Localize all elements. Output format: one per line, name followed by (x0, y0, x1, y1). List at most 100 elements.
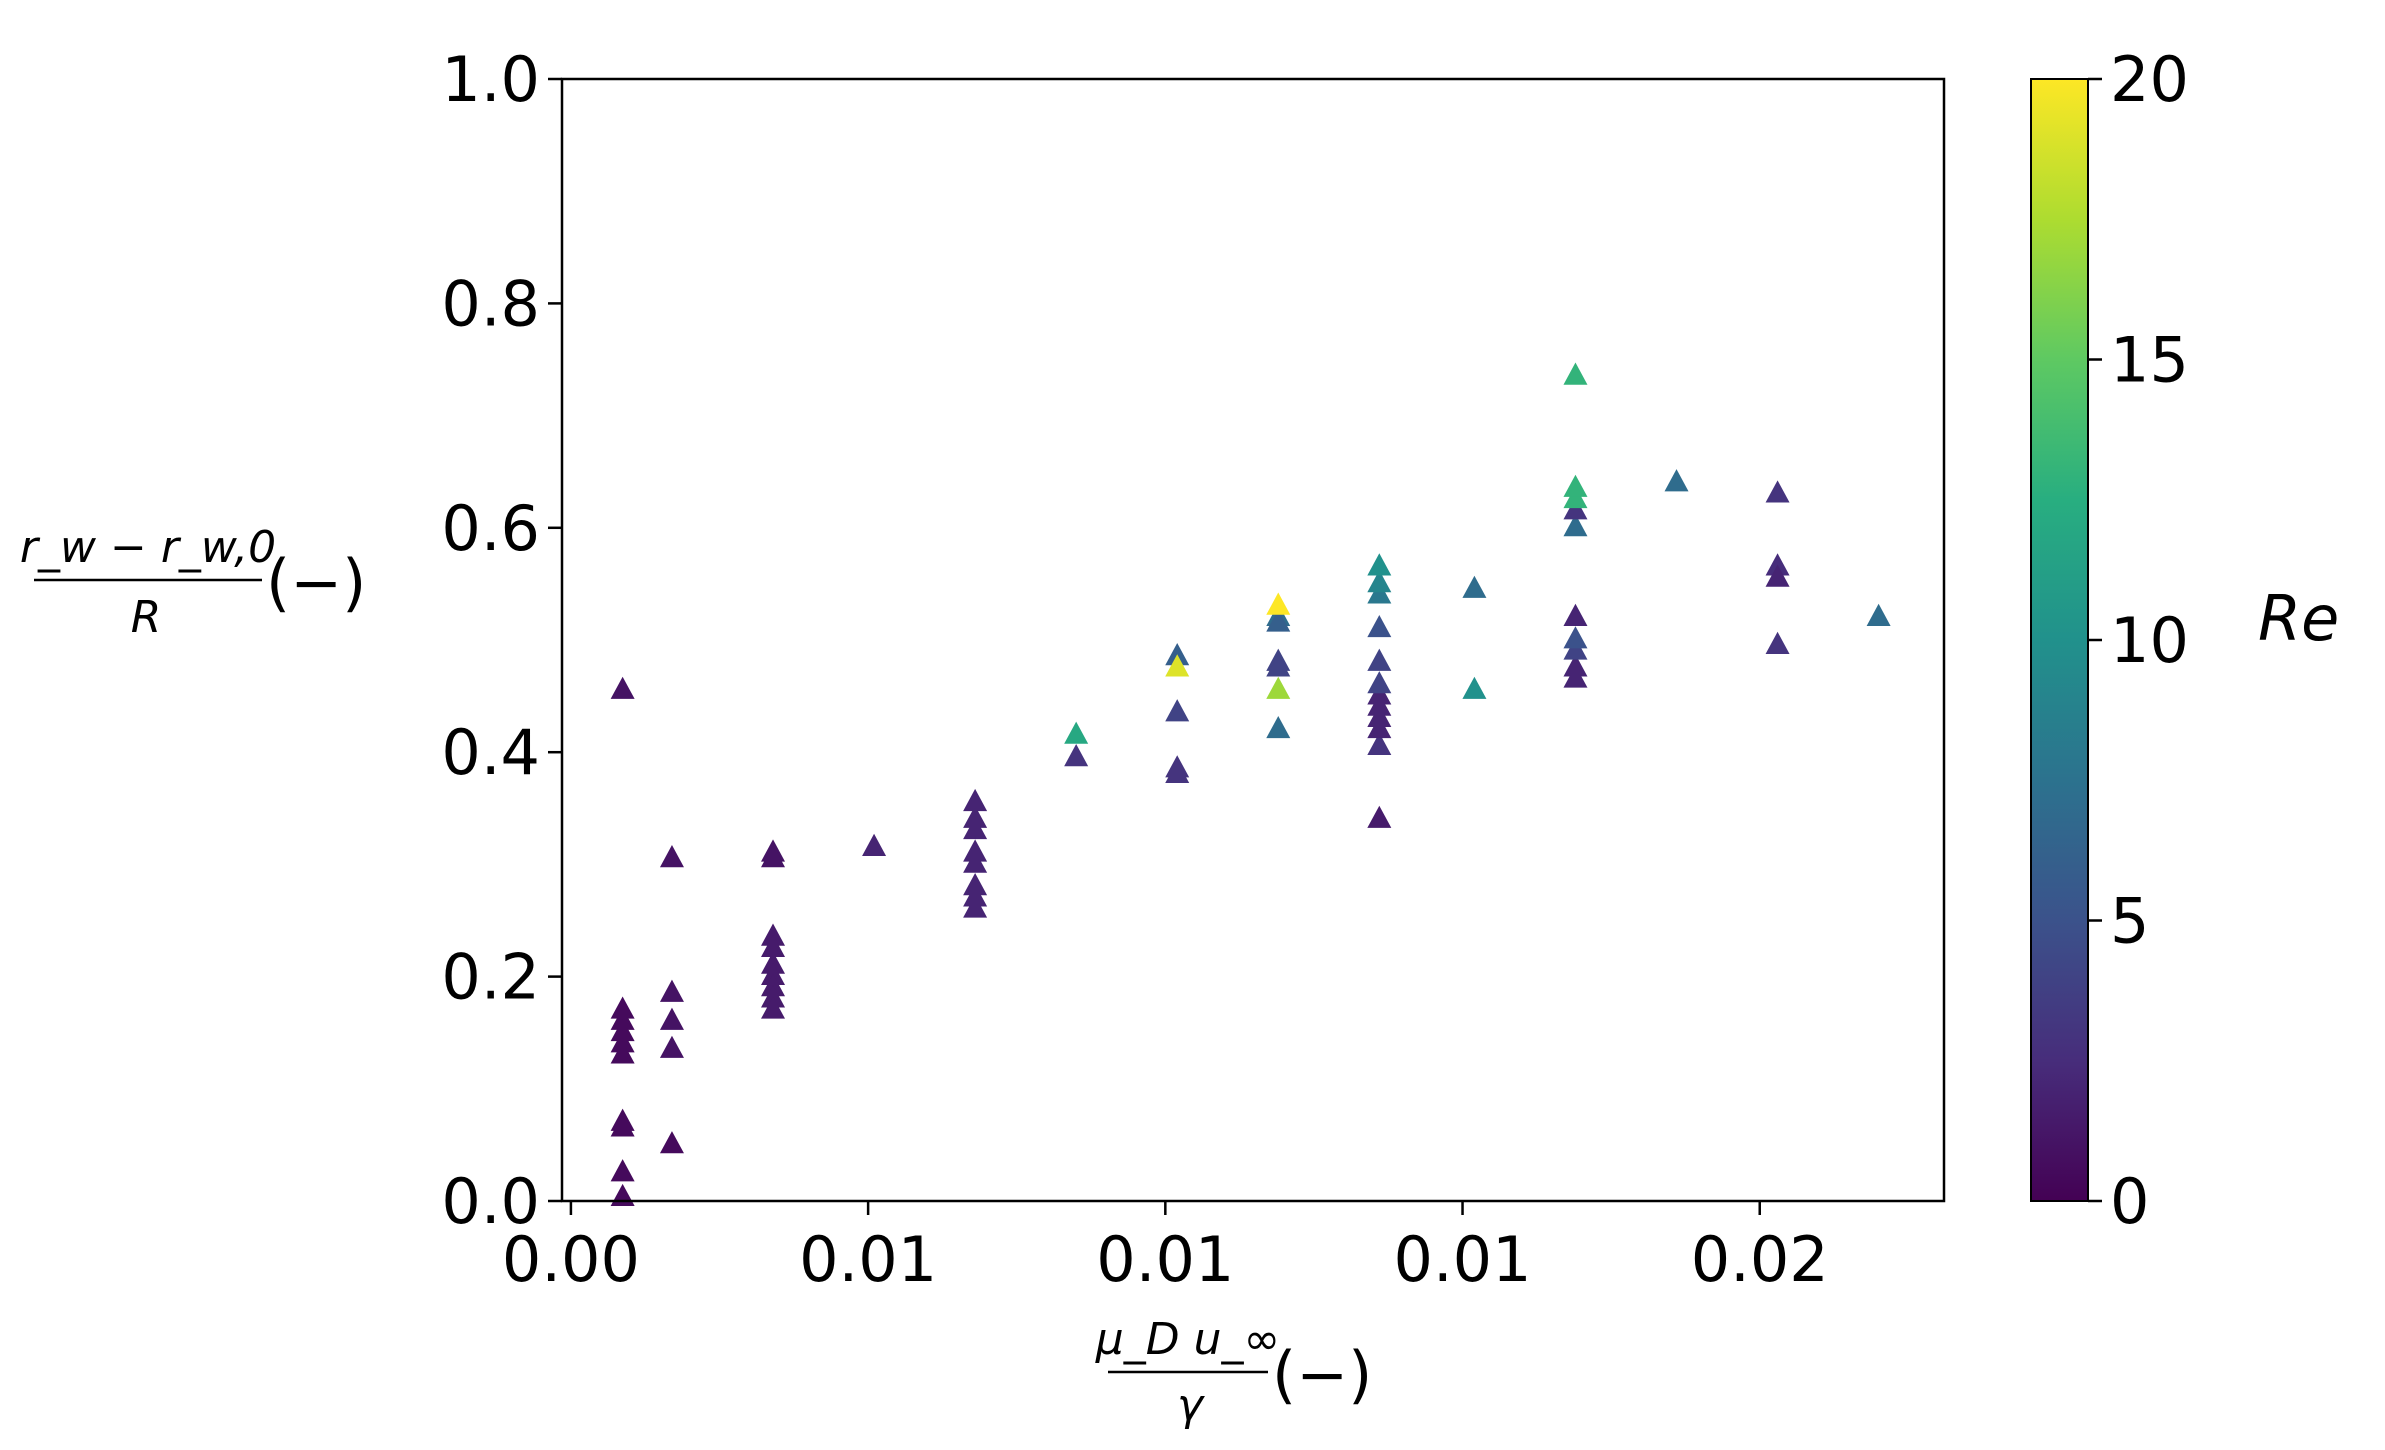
data-point (963, 895, 988, 918)
plot-frame (560, 77, 1946, 1203)
data-point (963, 873, 988, 896)
data-point (1367, 704, 1392, 727)
data-point (1367, 693, 1392, 716)
data-point (1563, 514, 1588, 537)
data-point (761, 844, 786, 868)
x-label-denominator: γ (1177, 1380, 1205, 1431)
data-point (1266, 654, 1291, 677)
colorbar-tick-label: 15 (2110, 324, 2189, 397)
data-point (610, 996, 635, 1019)
data-point (610, 676, 635, 699)
y-label-unit: (−) (266, 546, 366, 619)
data-point (1462, 575, 1487, 598)
data-point (1064, 744, 1089, 767)
data-point (1165, 760, 1190, 784)
colorbar-label: Re (2258, 582, 2339, 655)
data-point (963, 884, 988, 907)
data-point (963, 805, 988, 828)
data-point (1563, 497, 1588, 520)
data-point (1765, 564, 1790, 587)
data-point (610, 1159, 635, 1182)
data-point (1367, 570, 1392, 593)
data-point (1165, 699, 1190, 722)
colorbar (2030, 78, 2089, 1202)
y-tick-label: 0.4 (441, 716, 540, 789)
data-point (761, 934, 786, 957)
y-tick-label: 0.8 (441, 267, 540, 340)
data-point (659, 1035, 684, 1058)
data-point (610, 1183, 635, 1207)
data-point (963, 839, 988, 862)
x-axis-label: μ_D u_∞ γ (−) (1095, 1314, 1373, 1431)
x-axis-ticks: 0.00 0.01 0.01 0.01 0.02 (502, 1201, 1829, 1296)
data-point (761, 996, 786, 1019)
data-point (1664, 469, 1689, 492)
data-point (1367, 805, 1392, 828)
data-point (1765, 480, 1790, 503)
data-point (610, 1114, 635, 1137)
data-point (1165, 643, 1190, 666)
data-point (1563, 485, 1588, 509)
data-points (610, 362, 1891, 1207)
data-point (1367, 682, 1392, 705)
x-tick-label: 0.02 (1691, 1223, 1829, 1296)
data-point (1563, 637, 1588, 660)
data-point (659, 1007, 684, 1030)
data-point (1266, 676, 1291, 699)
data-point (1367, 732, 1392, 755)
colorbar-tick-label: 5 (2110, 885, 2149, 958)
y-tick-label: 0.6 (441, 492, 540, 565)
data-point (1765, 631, 1790, 655)
data-point (1367, 553, 1392, 576)
data-point (610, 1041, 635, 1064)
x-tick-label: 0.01 (1394, 1223, 1532, 1296)
data-point (1563, 603, 1588, 626)
data-point (963, 816, 988, 840)
data-point (610, 1018, 635, 1042)
data-point (1765, 553, 1790, 576)
x-tick-label: 0.01 (799, 1223, 937, 1296)
y-axis-ticks: 0.0 0.2 0.4 0.6 0.8 1.0 (441, 43, 562, 1238)
data-point (1064, 721, 1089, 744)
data-point (1266, 609, 1291, 632)
data-point (761, 985, 786, 1008)
y-tick-label: 0.2 (441, 941, 540, 1014)
data-point (1462, 676, 1487, 699)
colorbar-tick-label: 20 (2110, 43, 2189, 116)
x-label-numerator: μ_D u_∞ (1095, 1314, 1280, 1365)
colorbar-ticks: 0 5 10 15 20 (2088, 43, 2189, 1238)
data-point (1367, 715, 1392, 739)
y-tick-label: 0.0 (441, 1165, 540, 1238)
data-point (1563, 474, 1588, 497)
data-point (761, 923, 786, 946)
data-point (761, 951, 786, 974)
data-point (1563, 665, 1588, 688)
data-point (1367, 581, 1392, 604)
data-point (1563, 654, 1588, 677)
data-point (862, 833, 887, 856)
data-point (659, 979, 684, 1002)
x-tick-label: 0.00 (502, 1223, 640, 1296)
data-point (1367, 614, 1392, 638)
colorbar-tick-label: 10 (2110, 604, 2189, 677)
data-point (1866, 603, 1891, 626)
data-point (659, 844, 684, 868)
data-point (963, 788, 988, 812)
data-point (610, 1030, 635, 1053)
data-point (659, 1131, 684, 1154)
x-label-unit: (−) (1272, 1338, 1372, 1411)
data-point (1563, 626, 1588, 649)
data-point (963, 850, 988, 873)
data-point (610, 1007, 635, 1030)
x-tick-label: 0.01 (1096, 1223, 1234, 1296)
data-point (1563, 362, 1588, 385)
y-label-numerator: r_w − r_w,0 (20, 522, 276, 573)
y-label-denominator: R (131, 592, 162, 643)
data-point (1165, 654, 1190, 677)
data-point (1367, 648, 1392, 671)
data-point (1266, 592, 1291, 615)
y-tick-label: 1.0 (441, 43, 540, 116)
y-axis-label: r_w − r_w,0 R (−) (20, 522, 366, 643)
data-point (1367, 671, 1392, 694)
